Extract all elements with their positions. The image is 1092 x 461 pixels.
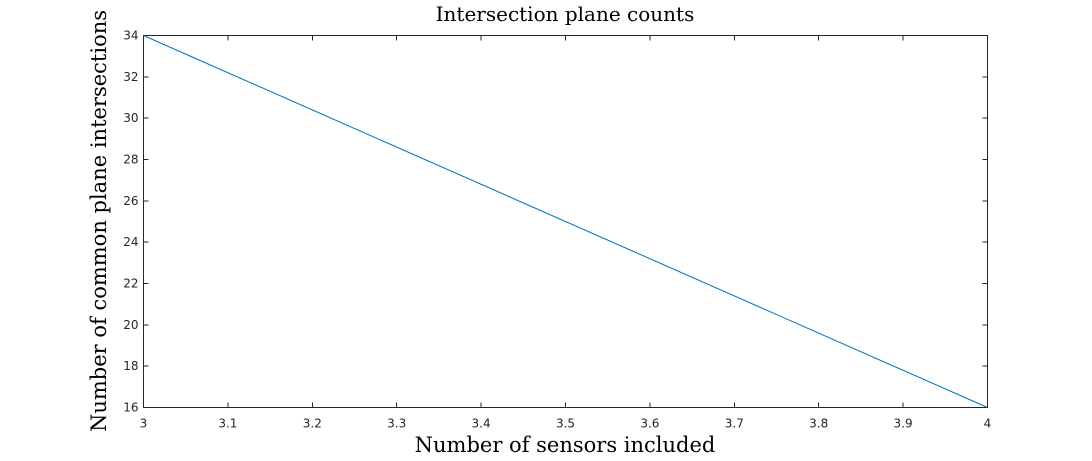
- chart-title: Intersection plane counts: [436, 2, 695, 26]
- y-axis-label: Number of common plane intersections: [87, 10, 111, 432]
- y-tick-label: 22: [123, 277, 138, 291]
- x-tick-label: 4: [984, 417, 992, 431]
- x-tick-label: 3.6: [640, 417, 659, 431]
- x-tick-label: 3.7: [725, 417, 744, 431]
- x-tick-label: 3.2: [303, 417, 322, 431]
- x-axis-label: Number of sensors included: [415, 433, 716, 457]
- y-tick-label: 28: [123, 153, 138, 167]
- x-tick-label: 3.1: [218, 417, 237, 431]
- y-tick-label: 20: [123, 318, 138, 332]
- x-tick-label: 3.4: [472, 417, 491, 431]
- x-tick-label: 3.8: [809, 417, 828, 431]
- x-tick-label: 3.9: [894, 417, 913, 431]
- x-tick-label: 3.5: [556, 417, 575, 431]
- x-tick-label: 3: [140, 417, 148, 431]
- y-tick-label: 34: [123, 29, 138, 43]
- y-tick-label: 32: [123, 70, 138, 84]
- series-layer: [143, 35, 988, 408]
- y-tick-label: 18: [123, 359, 138, 373]
- y-tick-label: 16: [123, 401, 138, 415]
- x-axis: 3 3.1 3.2 3.3 3.4 3.5 3.6 3.7 3.8 3.9 4: [140, 35, 992, 431]
- x-tick-label: 3.3: [387, 417, 406, 431]
- y-tick-label: 24: [123, 235, 138, 249]
- series-line-0: [143, 35, 988, 408]
- y-tick-label: 30: [123, 111, 138, 125]
- y-tick-label: 26: [123, 194, 138, 208]
- y-axis: 16 18 20 22 24 26 28 30 32 34: [123, 29, 988, 415]
